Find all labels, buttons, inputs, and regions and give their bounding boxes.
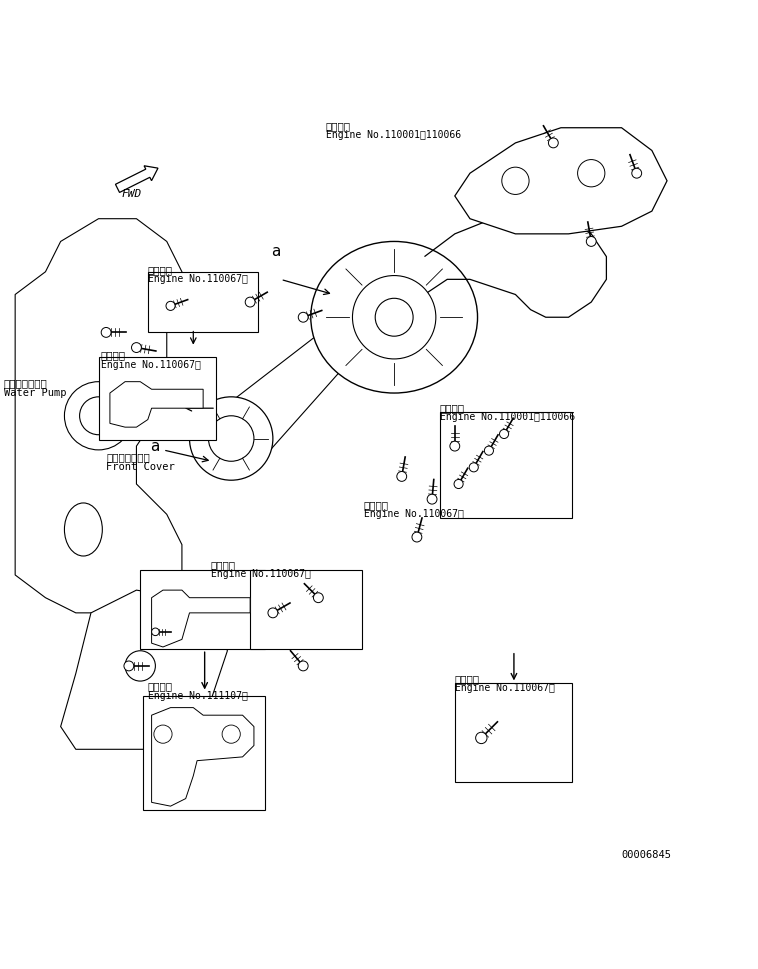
Text: Engine No.110067～: Engine No.110067～ — [211, 569, 311, 578]
Circle shape — [102, 328, 111, 338]
Circle shape — [64, 383, 133, 451]
Circle shape — [502, 168, 529, 195]
Text: Engine No.110067～: Engine No.110067～ — [101, 359, 201, 369]
Circle shape — [587, 237, 596, 247]
Text: FWD: FWD — [121, 189, 142, 199]
Text: 適用号機: 適用号機 — [148, 681, 173, 691]
Text: Engine No.110067～: Engine No.110067～ — [455, 682, 555, 693]
Circle shape — [298, 313, 308, 323]
Circle shape — [469, 463, 478, 472]
Text: 00006845: 00006845 — [622, 849, 672, 860]
Circle shape — [375, 299, 413, 337]
Polygon shape — [15, 219, 182, 613]
Circle shape — [132, 343, 141, 353]
Circle shape — [124, 661, 133, 672]
Circle shape — [500, 430, 509, 439]
Circle shape — [222, 725, 240, 743]
Bar — [99, 358, 216, 441]
Circle shape — [152, 628, 159, 636]
Text: フロントカバー: フロントカバー — [106, 452, 150, 461]
Text: Engine No.110067～: Engine No.110067～ — [148, 273, 248, 284]
Circle shape — [166, 302, 175, 311]
Bar — [455, 684, 572, 782]
Circle shape — [268, 609, 277, 618]
Circle shape — [427, 495, 437, 505]
Circle shape — [298, 661, 308, 672]
Circle shape — [314, 593, 324, 603]
Circle shape — [190, 397, 273, 481]
Text: 適用号機: 適用号機 — [211, 560, 236, 570]
Circle shape — [549, 139, 558, 148]
Bar — [148, 272, 258, 333]
Text: Engine No.111107～: Engine No.111107～ — [148, 690, 248, 700]
Text: a: a — [271, 244, 280, 259]
Bar — [440, 413, 572, 518]
Text: Engine No.110001～110066: Engine No.110001～110066 — [326, 130, 461, 140]
Circle shape — [449, 442, 460, 452]
Ellipse shape — [64, 504, 102, 556]
Text: 適用号機: 適用号機 — [326, 120, 351, 131]
Polygon shape — [455, 129, 667, 234]
Text: 適用号機: 適用号機 — [440, 402, 465, 412]
Circle shape — [412, 533, 422, 543]
Circle shape — [80, 397, 117, 435]
Bar — [250, 570, 362, 649]
Polygon shape — [110, 383, 203, 427]
Polygon shape — [61, 590, 227, 750]
Bar — [143, 697, 265, 810]
Polygon shape — [152, 590, 250, 647]
Text: Water Pump: Water Pump — [4, 388, 66, 398]
Text: 適用号機: 適用号機 — [101, 350, 126, 360]
Text: 適用号機: 適用号機 — [364, 499, 389, 510]
Circle shape — [484, 447, 493, 455]
Text: 適用号機: 適用号機 — [455, 673, 480, 683]
Circle shape — [125, 651, 155, 681]
Text: a: a — [150, 438, 159, 453]
Circle shape — [246, 297, 255, 308]
Ellipse shape — [311, 242, 478, 393]
Text: ウォータポンプ: ウォータポンプ — [4, 378, 48, 388]
Circle shape — [454, 480, 463, 489]
Polygon shape — [152, 708, 254, 806]
Circle shape — [476, 733, 487, 744]
Text: Engine No.110001～110066: Engine No.110001～110066 — [440, 412, 575, 422]
Text: Engine No.110067～: Engine No.110067～ — [364, 509, 464, 518]
Text: Front Cover: Front Cover — [106, 461, 175, 471]
Circle shape — [208, 417, 254, 462]
Circle shape — [578, 161, 605, 188]
Text: 適用号機: 適用号機 — [148, 265, 173, 274]
Circle shape — [352, 276, 436, 359]
Circle shape — [632, 170, 641, 179]
Bar — [140, 570, 265, 649]
Circle shape — [397, 472, 406, 482]
Circle shape — [154, 725, 172, 743]
